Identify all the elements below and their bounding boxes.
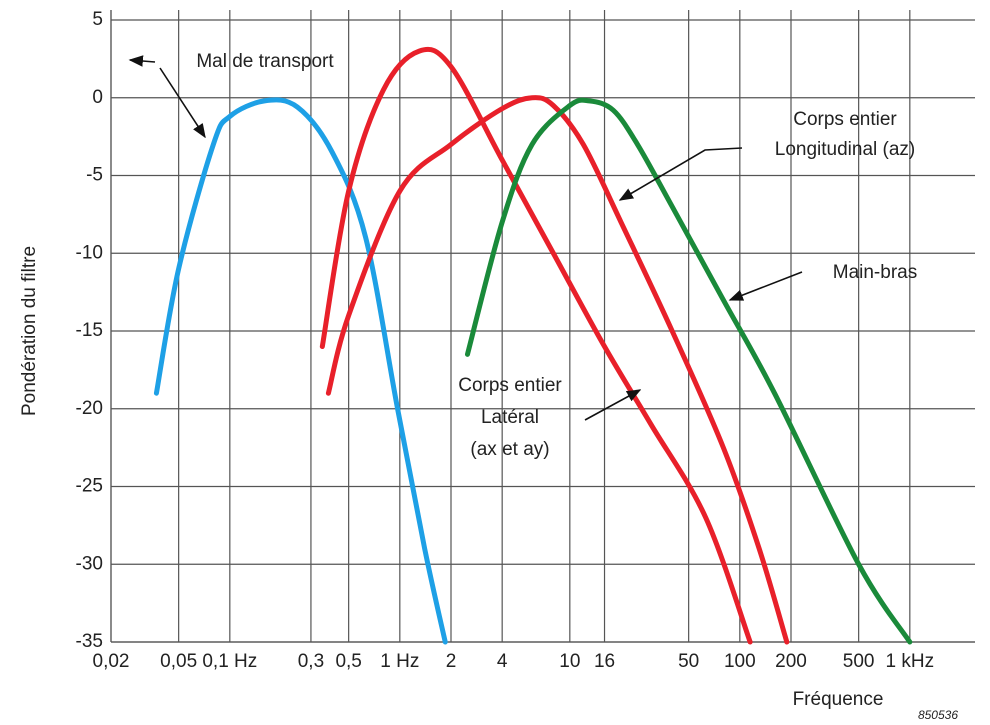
y-tick-label: 0 [92, 87, 103, 108]
y-tick-label: -20 [76, 398, 103, 419]
annotation: Main-bras [833, 262, 917, 283]
x-tick-label: 2 [446, 651, 457, 672]
x-tick-label: 50 [678, 651, 699, 672]
x-tick-label: 10 [559, 651, 580, 672]
x-tick-label: 0,3 [298, 651, 324, 672]
x-tick-label: 1 Hz [380, 651, 419, 672]
y-tick-label: -25 [76, 476, 103, 497]
annotation: Mal de transport [196, 51, 334, 72]
curve [319, 46, 753, 645]
x-tick-label: 500 [843, 651, 875, 672]
y-tick-label: -15 [76, 320, 103, 341]
leader-arrow [728, 271, 803, 301]
y-tick-label: -10 [76, 242, 103, 263]
x-tick-label: 100 [724, 651, 756, 672]
x-tick-label: 0,05 [160, 651, 197, 672]
annotation: Corps entier [793, 109, 897, 130]
y-tick-label: -5 [86, 165, 103, 186]
leader-arrow [584, 389, 642, 421]
x-tick-label: 200 [775, 651, 807, 672]
y-tick-label: -30 [76, 553, 103, 574]
annotation: Longitudinal (az) [775, 139, 915, 160]
y-axis-label: Pondération du filtre [19, 246, 40, 416]
x-axis-label: Fréquence [793, 689, 884, 710]
leader-arrow [128, 55, 156, 67]
x-tick-label: 0,1 Hz [202, 651, 257, 672]
annotation: Corps entier [458, 375, 562, 396]
figure-code: 850536 [918, 708, 958, 722]
y-tick-label: -35 [76, 631, 103, 652]
x-tick-label: 0,5 [335, 651, 361, 672]
x-tick-label: 16 [594, 651, 615, 672]
annotation: Latéral [481, 407, 539, 428]
annotation: (ax et ay) [470, 439, 549, 460]
leader-arrow [618, 147, 743, 201]
curve [325, 95, 790, 645]
y-tick-label: 5 [92, 9, 103, 30]
curve [464, 97, 913, 645]
curve [153, 97, 448, 645]
leader-arrow [159, 67, 206, 139]
x-tick-label: 4 [497, 651, 508, 672]
x-tick-label: 1 kHz [886, 651, 935, 672]
x-tick-label: 0,02 [93, 651, 130, 672]
